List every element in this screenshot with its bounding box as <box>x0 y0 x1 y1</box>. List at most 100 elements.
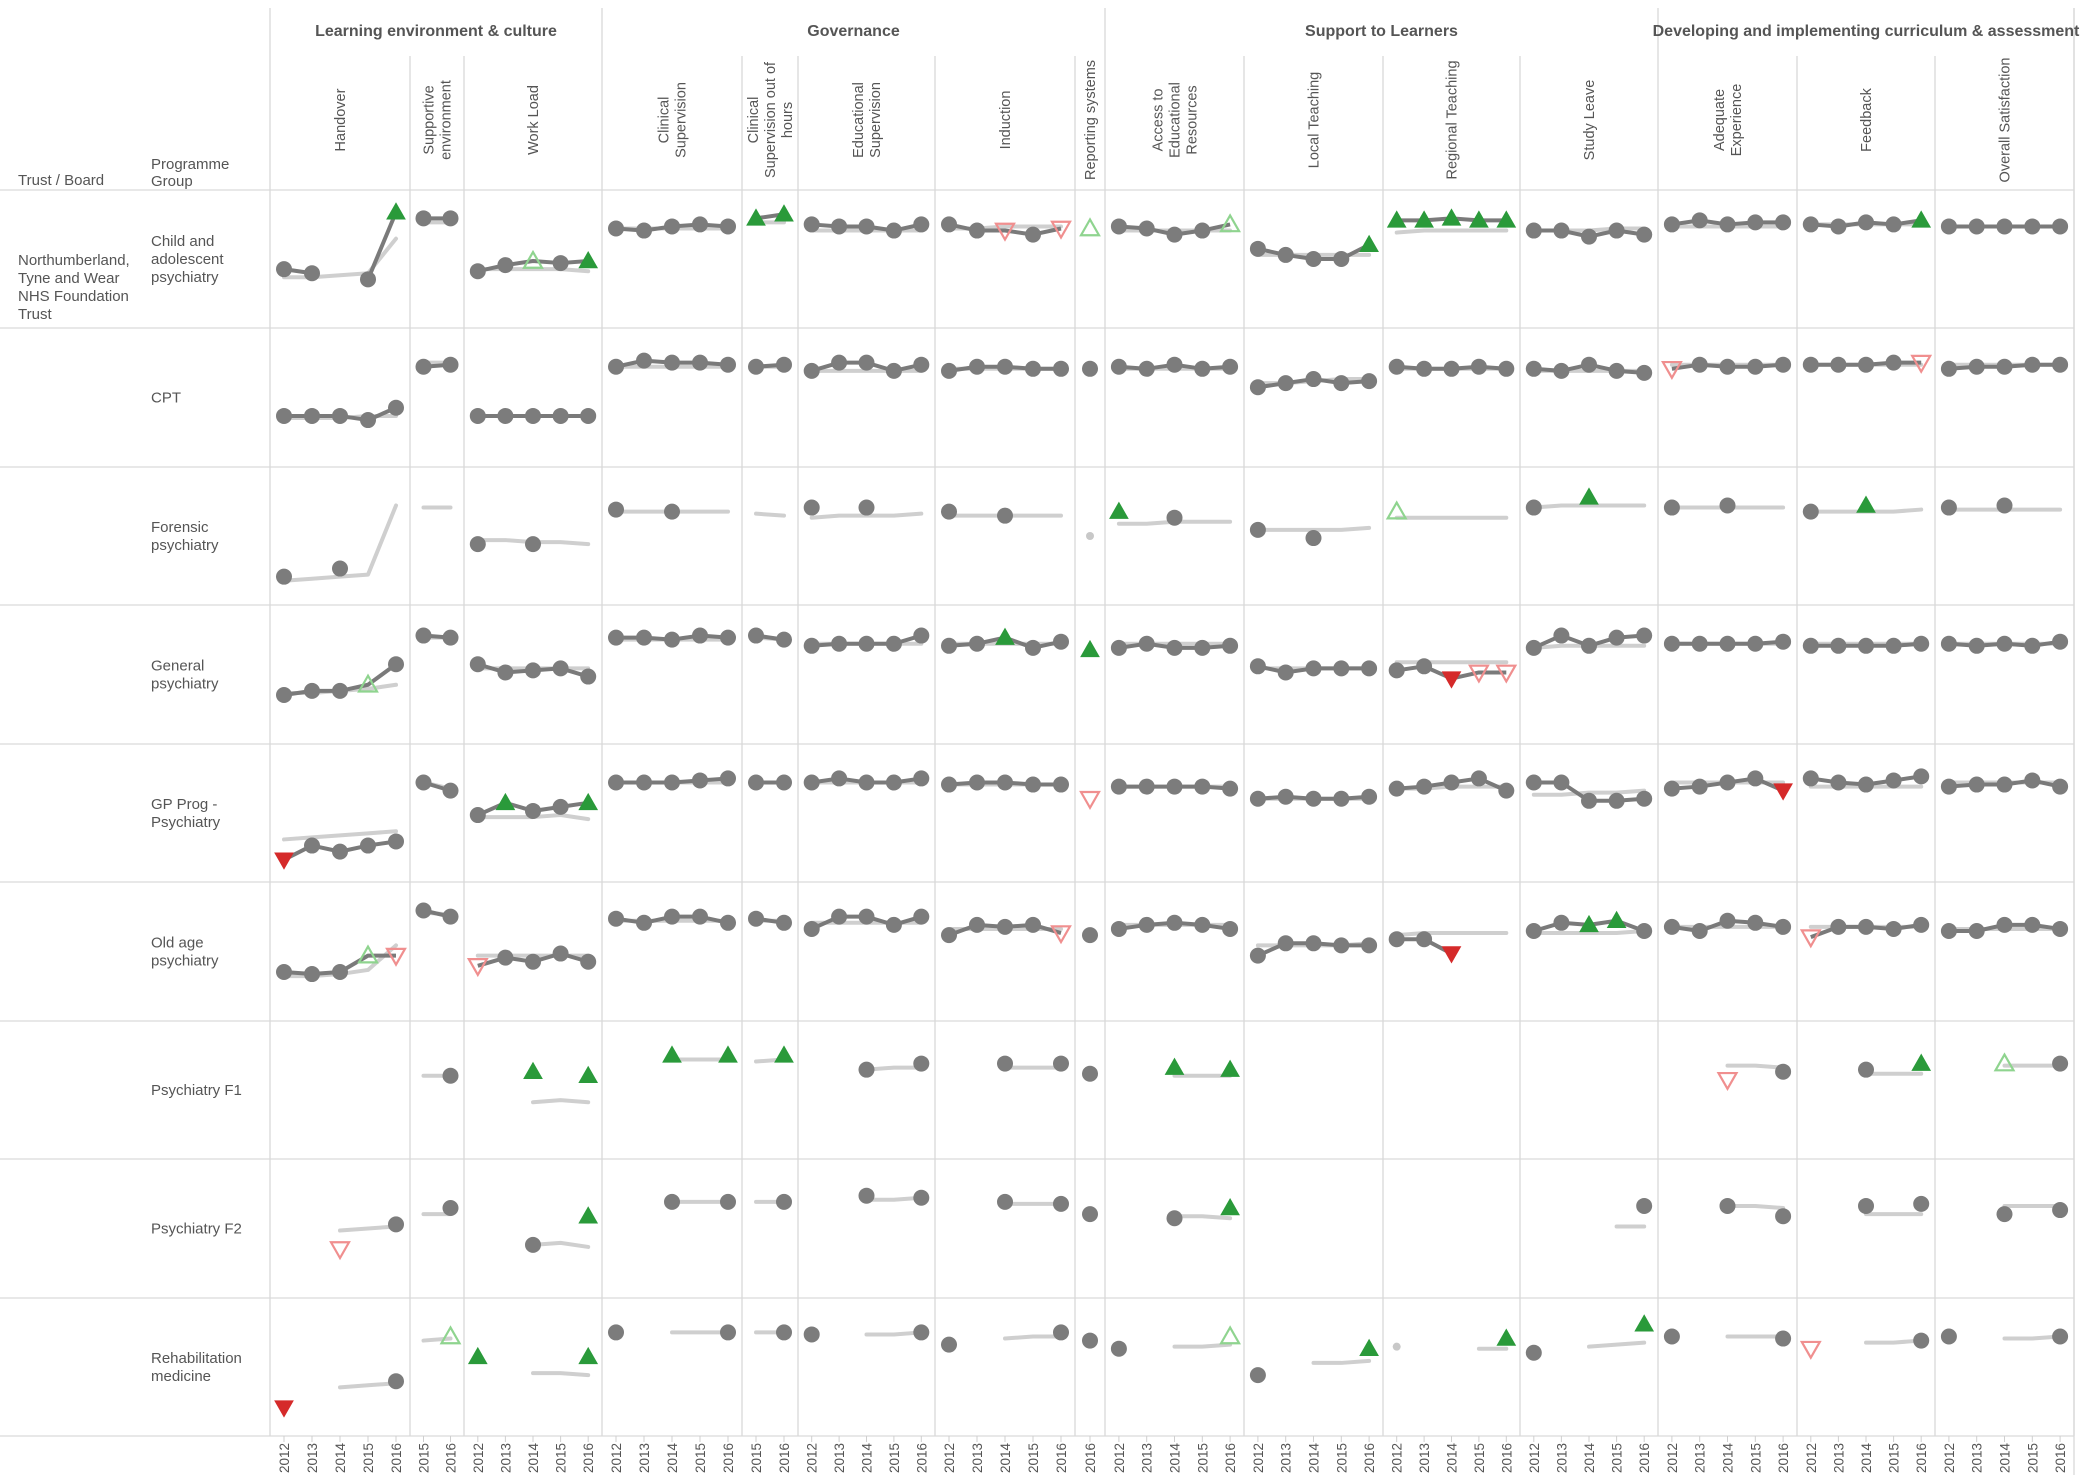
score-point <box>415 902 432 919</box>
benchmark-line <box>1587 1340 1647 1349</box>
above-outlier-marker <box>578 792 599 811</box>
score-point <box>1333 660 1350 677</box>
score-point <box>858 218 875 235</box>
above-marker <box>357 673 379 693</box>
year-label: 2015 <box>693 1443 708 1473</box>
column-title: Supervision out of <box>763 61 779 178</box>
year-label: 2013 <box>305 1443 320 1473</box>
score-point <box>332 407 348 424</box>
above-marker <box>522 249 544 269</box>
score-point <box>1277 664 1294 681</box>
score-point <box>969 222 985 239</box>
score-point <box>748 627 764 644</box>
score-point <box>1719 912 1736 929</box>
score-point <box>636 352 652 369</box>
score-point <box>1636 226 1653 243</box>
score-point <box>1416 931 1433 948</box>
score-point <box>720 218 736 235</box>
year-label: 2016 <box>389 1443 404 1473</box>
above-outlier-marker <box>1109 501 1129 519</box>
score-point <box>1608 222 1625 239</box>
score-point <box>664 503 680 520</box>
score-point <box>580 953 597 970</box>
year-label: 2012 <box>1251 1443 1266 1473</box>
score-point <box>1110 920 1127 937</box>
score-point <box>388 399 404 416</box>
programme-group-header: Programme <box>151 156 229 173</box>
score-point <box>442 1200 459 1216</box>
above-outlier-marker <box>1441 208 1462 226</box>
benchmark-line <box>421 1336 453 1343</box>
score-point <box>1053 1195 1069 1212</box>
score-point <box>1249 947 1266 964</box>
above-outlier-marker <box>1359 234 1379 253</box>
score-point <box>1388 780 1405 797</box>
score-point <box>1719 216 1736 233</box>
score-point <box>1691 923 1708 939</box>
score-point <box>1775 1208 1792 1225</box>
year-label: 2012 <box>1942 1443 1957 1473</box>
year-label: 2014 <box>860 1442 875 1473</box>
score-point <box>1416 360 1433 377</box>
below-marker <box>1495 664 1518 684</box>
above-outlier-marker <box>1606 910 1627 928</box>
column-title: Work Load <box>526 85 542 155</box>
benchmark-line <box>1531 503 1647 510</box>
below-marker <box>385 947 407 967</box>
score-point <box>1636 790 1653 807</box>
score-point <box>1025 776 1041 793</box>
below-marker <box>1468 664 1490 684</box>
score-point <box>969 774 985 791</box>
above-outlier-marker <box>662 1045 682 1063</box>
score-point <box>1608 362 1625 379</box>
score-point <box>885 635 902 652</box>
score-point <box>497 949 514 966</box>
score-point <box>276 407 292 424</box>
score-point <box>1138 635 1155 652</box>
score-point <box>332 964 348 980</box>
score-point <box>1082 1206 1098 1223</box>
score-point <box>497 664 514 681</box>
score-point <box>1138 778 1155 795</box>
benchmark-line <box>531 1240 591 1249</box>
score-point <box>1053 360 1069 377</box>
year-label: 2012 <box>1390 1443 1405 1473</box>
score-point <box>1525 923 1542 939</box>
above-outlier-marker <box>467 1346 488 1365</box>
above-outlier-marker <box>1414 210 1434 228</box>
score-point <box>1663 216 1680 233</box>
score-point <box>1361 937 1378 954</box>
score-point <box>1885 772 1902 789</box>
score-point <box>2052 1055 2069 1072</box>
score-point <box>858 774 875 791</box>
benchmark-line <box>338 1381 398 1390</box>
benchmark-line <box>1311 1358 1372 1365</box>
score-point <box>1581 228 1597 245</box>
column-title: Regional Teaching <box>1445 60 1461 179</box>
score-point <box>608 1324 624 1341</box>
score-point <box>1581 356 1597 373</box>
above-marker <box>439 1325 462 1345</box>
score-point <box>1525 360 1542 377</box>
year-label: 2015 <box>1026 1443 1041 1473</box>
score-point <box>1858 918 1874 935</box>
below-outlier-marker <box>274 852 294 870</box>
benchmark-line <box>864 1330 924 1337</box>
score-point <box>1166 914 1183 931</box>
year-label: 2013 <box>637 1443 652 1473</box>
score-point <box>1222 637 1239 654</box>
score-point <box>469 656 486 673</box>
score-point <box>720 914 736 931</box>
score-point <box>664 908 680 925</box>
score-point <box>1581 637 1597 654</box>
score-point <box>1858 637 1874 654</box>
score-point <box>2024 772 2041 789</box>
above-outlier-marker <box>1496 210 1517 228</box>
score-point <box>1940 360 1957 377</box>
score-point <box>1082 360 1098 377</box>
score-point <box>388 656 404 673</box>
above-outlier-marker <box>1220 1059 1240 1077</box>
score-point <box>388 1216 404 1233</box>
year-label: 2015 <box>2025 1443 2040 1473</box>
above-outlier-marker <box>523 1061 543 1079</box>
